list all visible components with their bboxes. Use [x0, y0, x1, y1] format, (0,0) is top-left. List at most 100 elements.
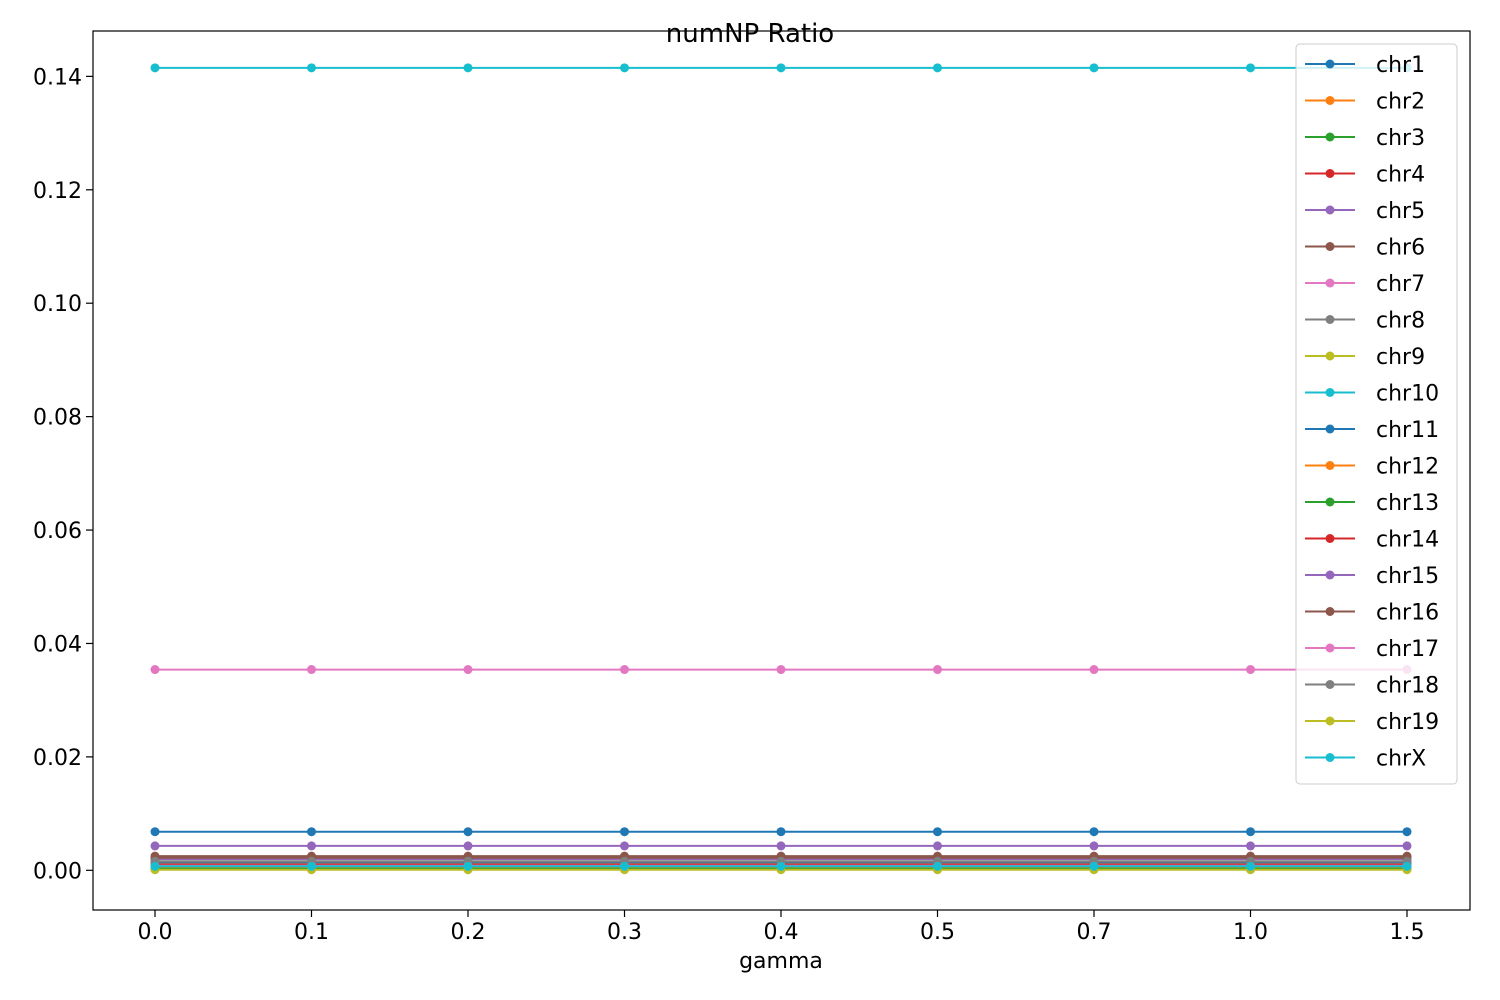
legend: chr1 chr2 chr3 chr4 chr5 chr6 chr7 chr8 chr9 chr1…: [1295, 43, 1458, 785]
legend-marker: [1325, 169, 1335, 178]
legend-item: chr14: [1305, 528, 1439, 553]
legend-label: chr3: [1376, 126, 1425, 151]
legend-item: chr9: [1305, 345, 1425, 370]
series-chr5: [150, 841, 1412, 851]
legend-item: chr13: [1305, 491, 1439, 516]
legend-marker: [1325, 242, 1335, 251]
legend-label: chr13: [1376, 491, 1439, 516]
legend-box: [1295, 43, 1458, 785]
x-tick-label: 0.7: [1077, 920, 1112, 945]
x-tick-label: 0.4: [764, 920, 799, 945]
data-point-chr5: [463, 841, 473, 851]
data-point-chr10: [776, 63, 786, 73]
legend-marker: [1325, 96, 1335, 105]
data-point-chrX: [1402, 861, 1412, 871]
data-point-chr1: [1246, 827, 1255, 837]
data-point-chr5: [1246, 841, 1255, 851]
legend-marker: [1325, 716, 1335, 726]
data-point-chr7: [150, 665, 160, 675]
y-tick-label: 0.02: [33, 746, 82, 771]
legend-item: chr4: [1305, 163, 1425, 188]
x-tick-label: 1.0: [1233, 920, 1268, 945]
data-point-chrX: [620, 861, 629, 871]
data-point-chr10: [1246, 63, 1255, 73]
legend-item: chr2: [1305, 90, 1425, 115]
y-tick-label: 0.06: [33, 519, 82, 544]
legend-marker: [1325, 607, 1335, 616]
legend-marker: [1325, 59, 1335, 69]
data-point-chr5: [776, 841, 786, 851]
y-tick-label: 0.08: [33, 406, 82, 431]
legend-label: chr10: [1376, 382, 1439, 407]
legend-item: chr11: [1305, 418, 1439, 443]
legend-label: chr19: [1376, 710, 1439, 735]
data-point-chr1: [1402, 827, 1412, 837]
data-point-chr1: [1089, 827, 1099, 837]
data-point-chr5: [1402, 841, 1412, 851]
legend-item: chr19: [1305, 710, 1439, 735]
legend-label: chr4: [1376, 163, 1425, 188]
legend-marker: [1325, 753, 1335, 762]
legend-item: chr10: [1305, 382, 1439, 407]
data-point-chr10: [307, 63, 316, 73]
legend-item: chr18: [1305, 674, 1439, 699]
data-point-chr1: [307, 827, 316, 837]
series-chr1: [150, 827, 1412, 837]
x-tick-label: 1.5: [1390, 920, 1425, 945]
legend-label: chr12: [1376, 455, 1439, 480]
legend-item: chr3: [1305, 126, 1425, 151]
legend-marker: [1325, 643, 1335, 653]
legend-label: chr18: [1376, 674, 1439, 699]
legend-marker: [1325, 680, 1335, 689]
chart-title: numNP Ratio: [666, 19, 834, 49]
x-axis: 0.0 0.1 0.2 0.3 0.4 0.5 0.7 1.0 1.5: [138, 910, 1425, 945]
y-tick-label: 0.10: [33, 292, 82, 317]
data-point-chrX: [776, 861, 786, 871]
data-point-chrX: [1246, 861, 1255, 871]
data-point-chr10: [933, 63, 942, 73]
x-tick-label: 0.1: [294, 920, 329, 945]
data-point-chr7: [933, 665, 942, 675]
legend-item: chr17: [1305, 637, 1439, 662]
legend-marker: [1325, 497, 1335, 507]
data-point-chr7: [307, 665, 316, 675]
series-chr7: [150, 665, 1412, 675]
legend-label: chr11: [1376, 418, 1439, 443]
data-point-chr10: [150, 63, 160, 73]
data-point-chr1: [776, 827, 786, 837]
legend-label: chr6: [1376, 236, 1425, 261]
data-point-chr7: [776, 665, 786, 675]
legend-item: chr16: [1305, 601, 1439, 626]
legend-label: chr1: [1376, 53, 1425, 78]
legend-label: chr14: [1376, 528, 1439, 553]
legend-marker: [1325, 424, 1335, 434]
data-point-chr7: [1246, 665, 1255, 675]
legend-marker: [1325, 205, 1335, 215]
legend-item: chr5: [1305, 199, 1425, 224]
data-point-chr1: [933, 827, 942, 837]
series-chr10: [150, 63, 1412, 73]
y-tick-label: 0.12: [33, 179, 82, 204]
legend-item: chr1: [1305, 53, 1425, 78]
legend-label: chr16: [1376, 601, 1439, 626]
legend-label: chr9: [1376, 345, 1425, 370]
data-point-chrX: [150, 861, 160, 871]
legend-label: chr15: [1376, 564, 1439, 589]
legend-item: chr15: [1305, 564, 1439, 589]
data-point-chr7: [620, 665, 629, 675]
data-point-chr10: [463, 63, 473, 73]
legend-marker: [1325, 351, 1335, 361]
legend-item: chr6: [1305, 236, 1425, 261]
data-point-chr7: [1089, 665, 1099, 675]
y-tick-label: 0.04: [33, 632, 82, 657]
legend-label: chr2: [1376, 90, 1425, 115]
y-tick-label: 0.14: [33, 65, 82, 90]
data-point-chr5: [307, 841, 316, 851]
data-point-chrX: [463, 861, 473, 871]
legend-marker: [1325, 278, 1335, 288]
legend-item: chrX: [1305, 747, 1426, 772]
legend-label: chr7: [1376, 272, 1425, 297]
series-chrX: [150, 861, 1412, 871]
data-point-chr7: [463, 665, 473, 675]
